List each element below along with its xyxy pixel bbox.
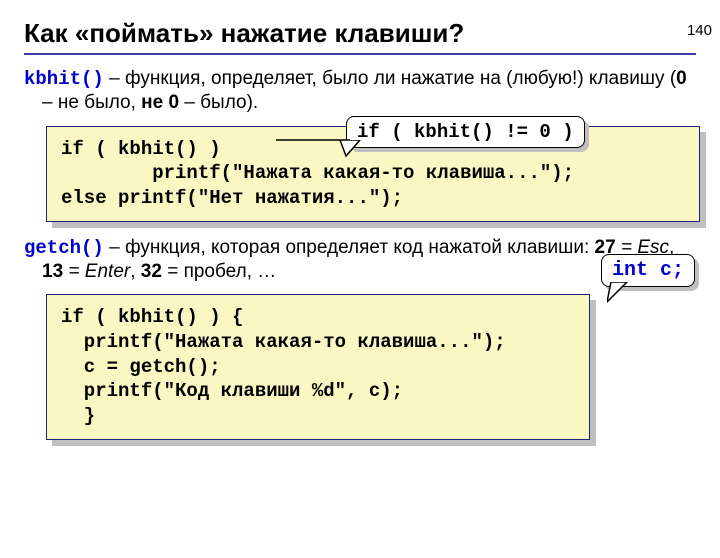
- p2-sp-l: = пробел, …: [162, 261, 276, 282]
- fn-getch: getch(): [24, 237, 104, 259]
- c2-l2: printf("Нажата какая-то клавиша...");: [61, 331, 506, 353]
- callout-int-c: int c;: [601, 254, 695, 287]
- c2-l5: }: [61, 405, 95, 427]
- p2-text-a: – функция, которая определяет код нажато…: [104, 237, 595, 258]
- p1-zero: 0: [676, 68, 687, 89]
- p1-text-b: – не было,: [42, 92, 141, 113]
- c1-l3: else printf("Нет нажатия...");: [61, 187, 403, 209]
- code-block-2: if ( kbhit() ) { printf("Нажата какая-то…: [46, 294, 590, 439]
- fn-kbhit: kbhit(): [24, 68, 104, 90]
- p2-ent-l: = Enter: [63, 261, 130, 282]
- p1-text-a: – функция, определяет, было ли нажатие н…: [104, 68, 676, 89]
- c2-l1: if ( kbhit() ) {: [61, 306, 243, 328]
- c1-l2: printf("Нажата какая-то клавиша...");: [61, 162, 574, 184]
- c1-l1: if ( kbhit() ): [61, 138, 221, 160]
- page-title: Как «поймать» нажатие клавиши?: [24, 18, 720, 49]
- paragraph-kbhit: kbhit() – функция, определяет, было ли н…: [24, 67, 696, 116]
- p2-sp-n: 32: [141, 261, 162, 282]
- p2-ent-n: 13: [42, 261, 63, 282]
- paragraph-getch: getch() – функция, которая определяет ко…: [24, 236, 696, 285]
- code-block-1: if ( kbhit() ) printf("Нажата какая-то к…: [46, 126, 700, 222]
- page-number: 140: [687, 22, 712, 39]
- c2-l4: printf("Код клавиши %d", c);: [61, 380, 403, 402]
- codebox-2: if ( kbhit() ) { printf("Нажата какая-то…: [46, 294, 590, 439]
- callout-kbhit-ne0: if ( kbhit() != 0 ): [346, 116, 585, 148]
- c2-l3: c = getch();: [61, 356, 221, 378]
- p1-text-c: – было).: [179, 92, 258, 113]
- p1-nezero: не 0: [141, 92, 179, 113]
- callout-1-tail-tri: [338, 140, 362, 158]
- callout-2-tail-tri: [607, 282, 629, 304]
- title-underline: [24, 53, 696, 55]
- callout-1-box: if ( kbhit() != 0 ): [346, 116, 585, 148]
